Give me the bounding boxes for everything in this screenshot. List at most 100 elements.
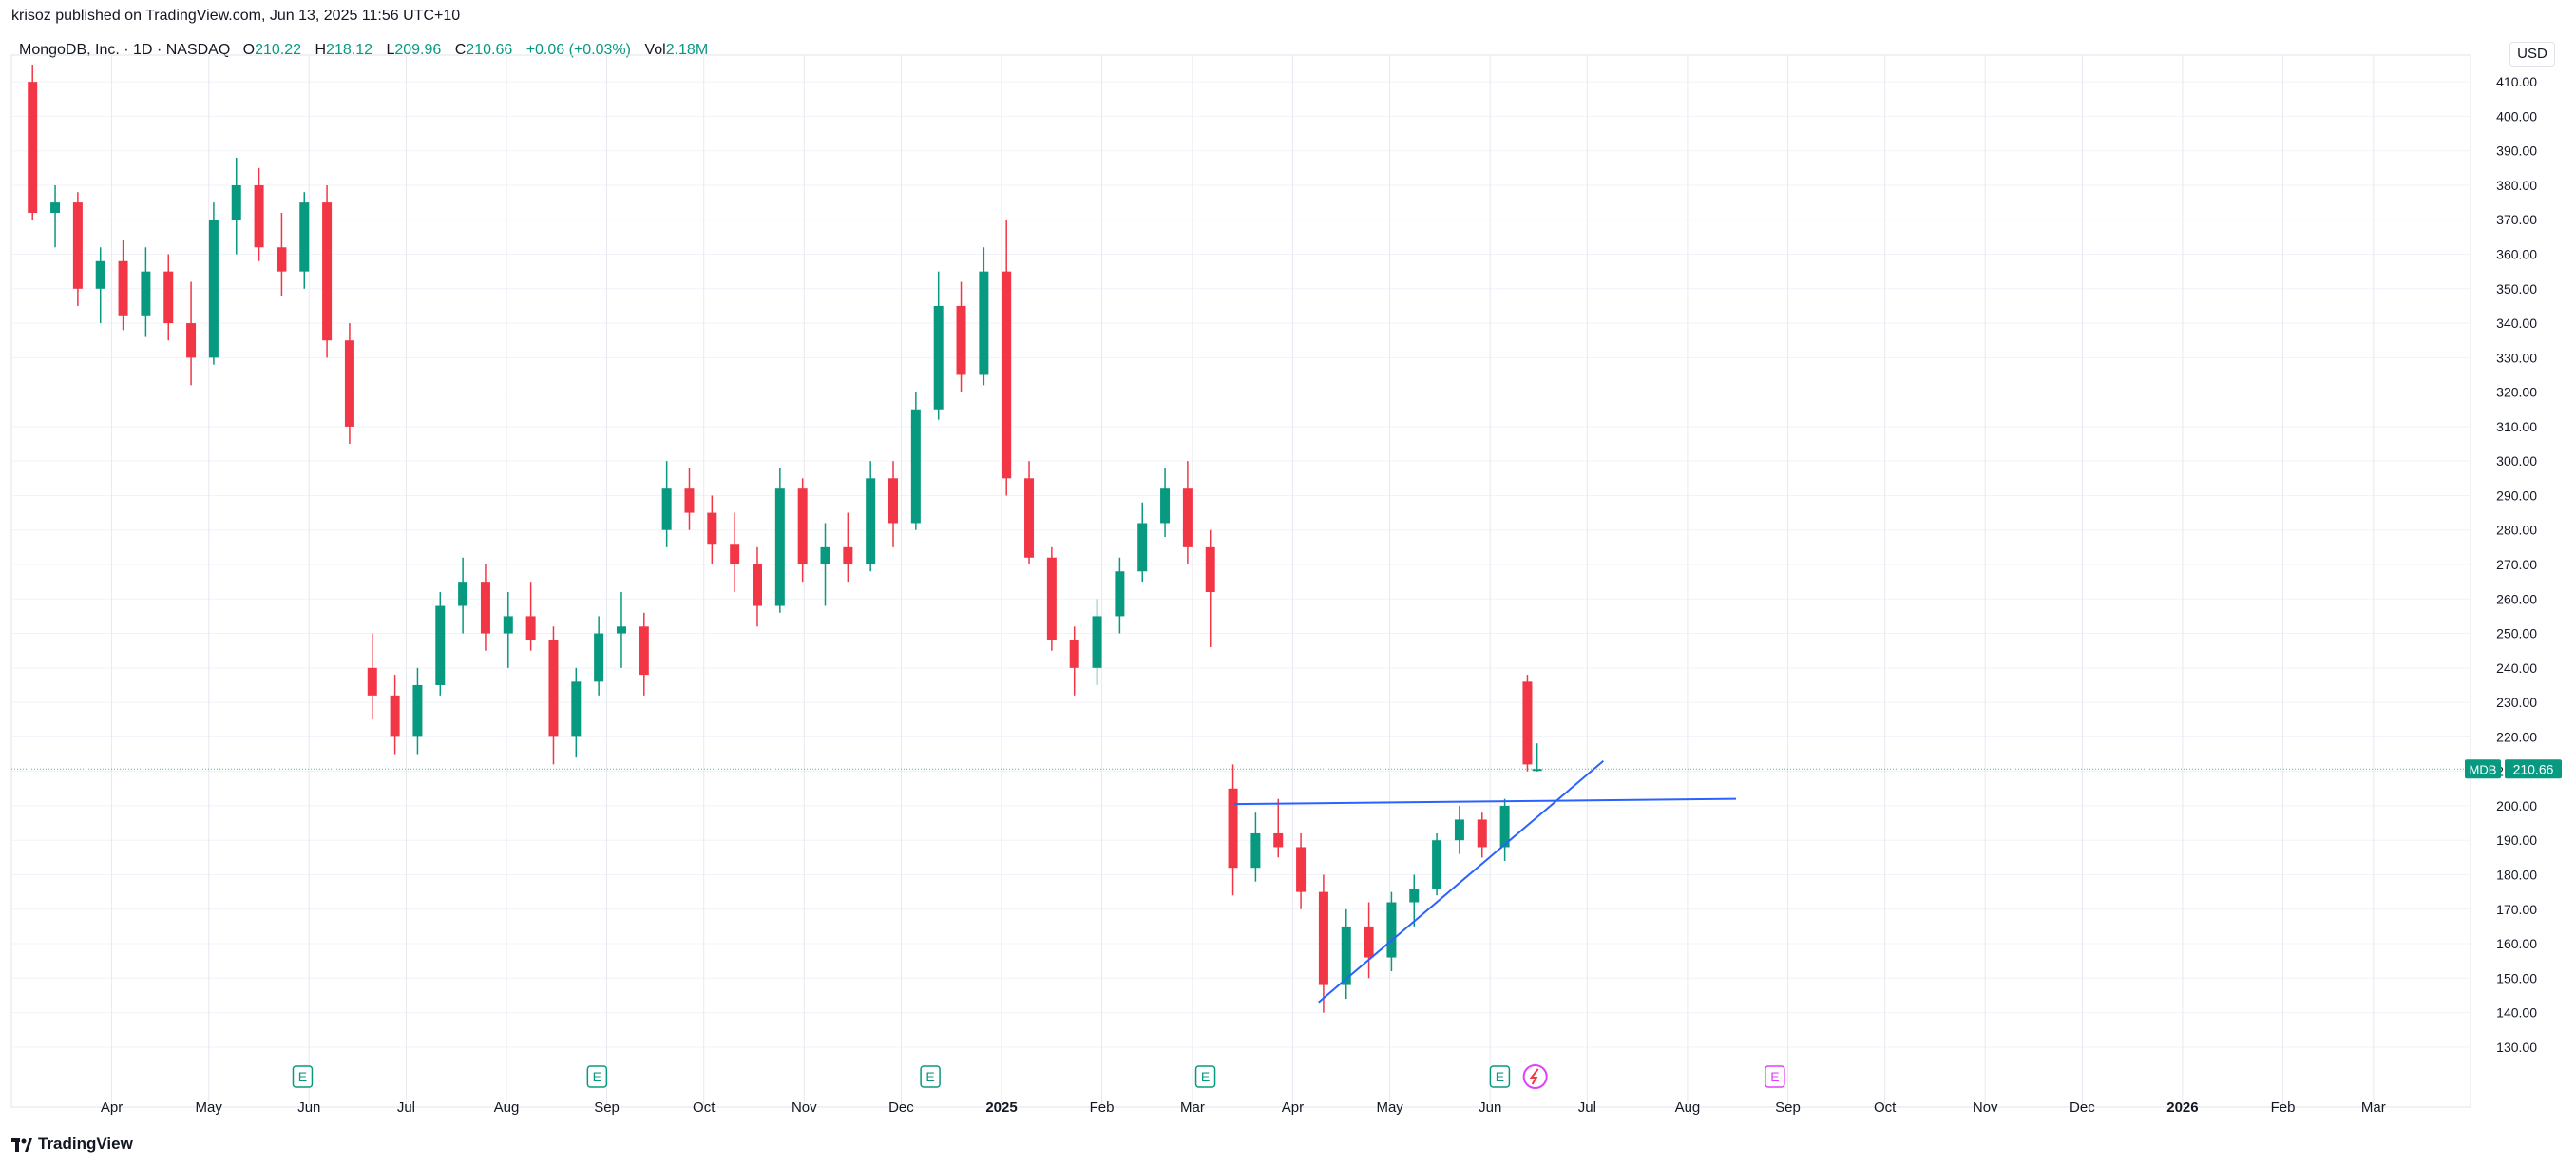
x-tick-label: Oct xyxy=(693,1099,716,1116)
candle-body xyxy=(1024,478,1035,558)
candle-body xyxy=(1046,557,1057,640)
candle-body xyxy=(1522,681,1533,765)
low-value: 209.96 xyxy=(394,42,442,58)
candle-body xyxy=(322,202,333,341)
candle-body xyxy=(843,546,853,564)
candle-body xyxy=(412,684,423,737)
candle-body xyxy=(254,184,264,248)
change-value: +0.06 (+0.03%) xyxy=(525,42,631,58)
y-tick-label: 190.00 xyxy=(2496,832,2537,848)
x-tick-label: Sep xyxy=(1775,1099,1801,1116)
x-tick-label: 2025 xyxy=(985,1099,1017,1116)
candle-body xyxy=(95,260,105,289)
candle-body xyxy=(1499,805,1510,848)
candle-body xyxy=(866,478,876,564)
y-tick-label: 250.00 xyxy=(2496,626,2537,641)
candle-body xyxy=(28,82,38,213)
candle-body xyxy=(50,202,61,213)
close-value: 210.66 xyxy=(466,42,513,58)
earnings-marker-glyph: E xyxy=(1496,1069,1504,1084)
symbol-price-tag xyxy=(2465,759,2501,779)
candle-body xyxy=(1205,546,1215,593)
candle-body xyxy=(1069,640,1079,668)
candle-body xyxy=(1115,571,1125,617)
candle-body xyxy=(684,488,695,513)
candle-body xyxy=(661,488,672,530)
x-tick-label: Apr xyxy=(1282,1099,1304,1116)
earnings-marker-glyph: E xyxy=(298,1069,307,1084)
candle-body xyxy=(1160,488,1171,524)
x-tick-label: May xyxy=(196,1099,223,1116)
candle-body xyxy=(186,323,197,358)
candle-body xyxy=(344,340,354,427)
published-line: krisoz published on TradingView.com, Jun… xyxy=(11,8,461,24)
candle-body xyxy=(616,626,626,634)
x-tick-label: Mar xyxy=(2361,1099,2386,1116)
open-label: O xyxy=(242,42,256,58)
currency-button[interactable]: USD xyxy=(2509,42,2555,67)
earnings-marker xyxy=(1489,1065,1511,1088)
earnings-marker xyxy=(1194,1065,1216,1088)
y-tick-label: 270.00 xyxy=(2496,557,2537,572)
candle-body xyxy=(730,544,740,564)
candle-body xyxy=(548,640,559,737)
x-tick-label: May xyxy=(1376,1099,1403,1116)
candle-body xyxy=(707,512,717,545)
last-price-tag xyxy=(2505,759,2562,779)
candle-body xyxy=(910,409,921,524)
y-tick-label: 340.00 xyxy=(2496,315,2537,331)
candle-body xyxy=(1092,616,1102,668)
candle-body xyxy=(1341,926,1351,985)
y-tick-label: 280.00 xyxy=(2496,523,2537,538)
y-tick-label: 320.00 xyxy=(2496,385,2537,400)
high-value: 218.12 xyxy=(326,42,372,58)
trendline xyxy=(1234,797,1737,806)
y-tick-label: 230.00 xyxy=(2496,695,2537,710)
lightning-icon xyxy=(1529,1068,1539,1085)
volume-label: Vol xyxy=(644,42,666,58)
candle-body xyxy=(1318,891,1328,985)
future-earnings-marker-glyph: E xyxy=(1770,1069,1779,1084)
y-tick-label: 390.00 xyxy=(2496,143,2537,159)
candle-body xyxy=(1409,888,1420,903)
tradingview-logo-icon xyxy=(11,1137,32,1152)
candle-body xyxy=(1386,902,1397,958)
candle-body xyxy=(933,305,944,410)
candle-body xyxy=(435,605,446,685)
candle-body xyxy=(277,247,287,272)
candle-body xyxy=(1364,926,1374,958)
candle-body xyxy=(1182,488,1193,547)
x-tick-label: Nov xyxy=(1973,1099,1998,1116)
open-value: 210.22 xyxy=(255,42,302,58)
earnings-marker-glyph: E xyxy=(593,1069,601,1084)
low-label: L xyxy=(386,42,395,58)
candle-body xyxy=(141,271,151,316)
x-tick-label: Oct xyxy=(1874,1099,1897,1116)
candle-body xyxy=(1228,788,1238,869)
y-tick-label: 260.00 xyxy=(2496,591,2537,606)
tradingview-brand: TradingView xyxy=(11,1135,133,1154)
candle-body xyxy=(797,488,808,564)
x-tick-label: 2026 xyxy=(2166,1099,2198,1116)
candle-body xyxy=(774,488,785,606)
brand-label: TradingView xyxy=(38,1135,133,1153)
candle-body xyxy=(118,260,128,316)
y-tick-label: 150.00 xyxy=(2496,970,2537,985)
y-tick-label: 350.00 xyxy=(2496,281,2537,296)
x-tick-label: Jun xyxy=(1479,1099,1501,1116)
y-tick-label: 160.00 xyxy=(2496,936,2537,951)
candle-body xyxy=(299,202,310,272)
candle-body xyxy=(1532,769,1542,772)
x-tick-label: Jul xyxy=(1578,1099,1596,1116)
x-tick-label: Dec xyxy=(888,1099,914,1116)
y-tick-label: 290.00 xyxy=(2496,487,2537,503)
high-label: H xyxy=(315,42,327,58)
candle-body xyxy=(208,220,219,358)
earnings-marker xyxy=(920,1065,941,1088)
y-tick-label: 410.00 xyxy=(2496,74,2537,89)
close-label: C xyxy=(454,42,467,58)
earnings-marker xyxy=(292,1065,314,1088)
x-tick-label: Aug xyxy=(494,1099,520,1116)
x-tick-label: Nov xyxy=(792,1099,817,1116)
